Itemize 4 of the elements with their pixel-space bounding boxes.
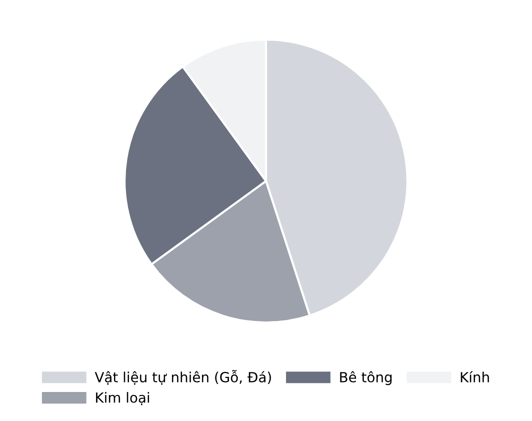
legend-label: Kính: [460, 371, 489, 382]
legend-label: Vật liệu tự nhiên (Gỗ, Đá): [94, 370, 271, 385]
legend-label: Kim loại: [96, 392, 150, 406]
legend-label: Bê tông: [340, 371, 392, 386]
